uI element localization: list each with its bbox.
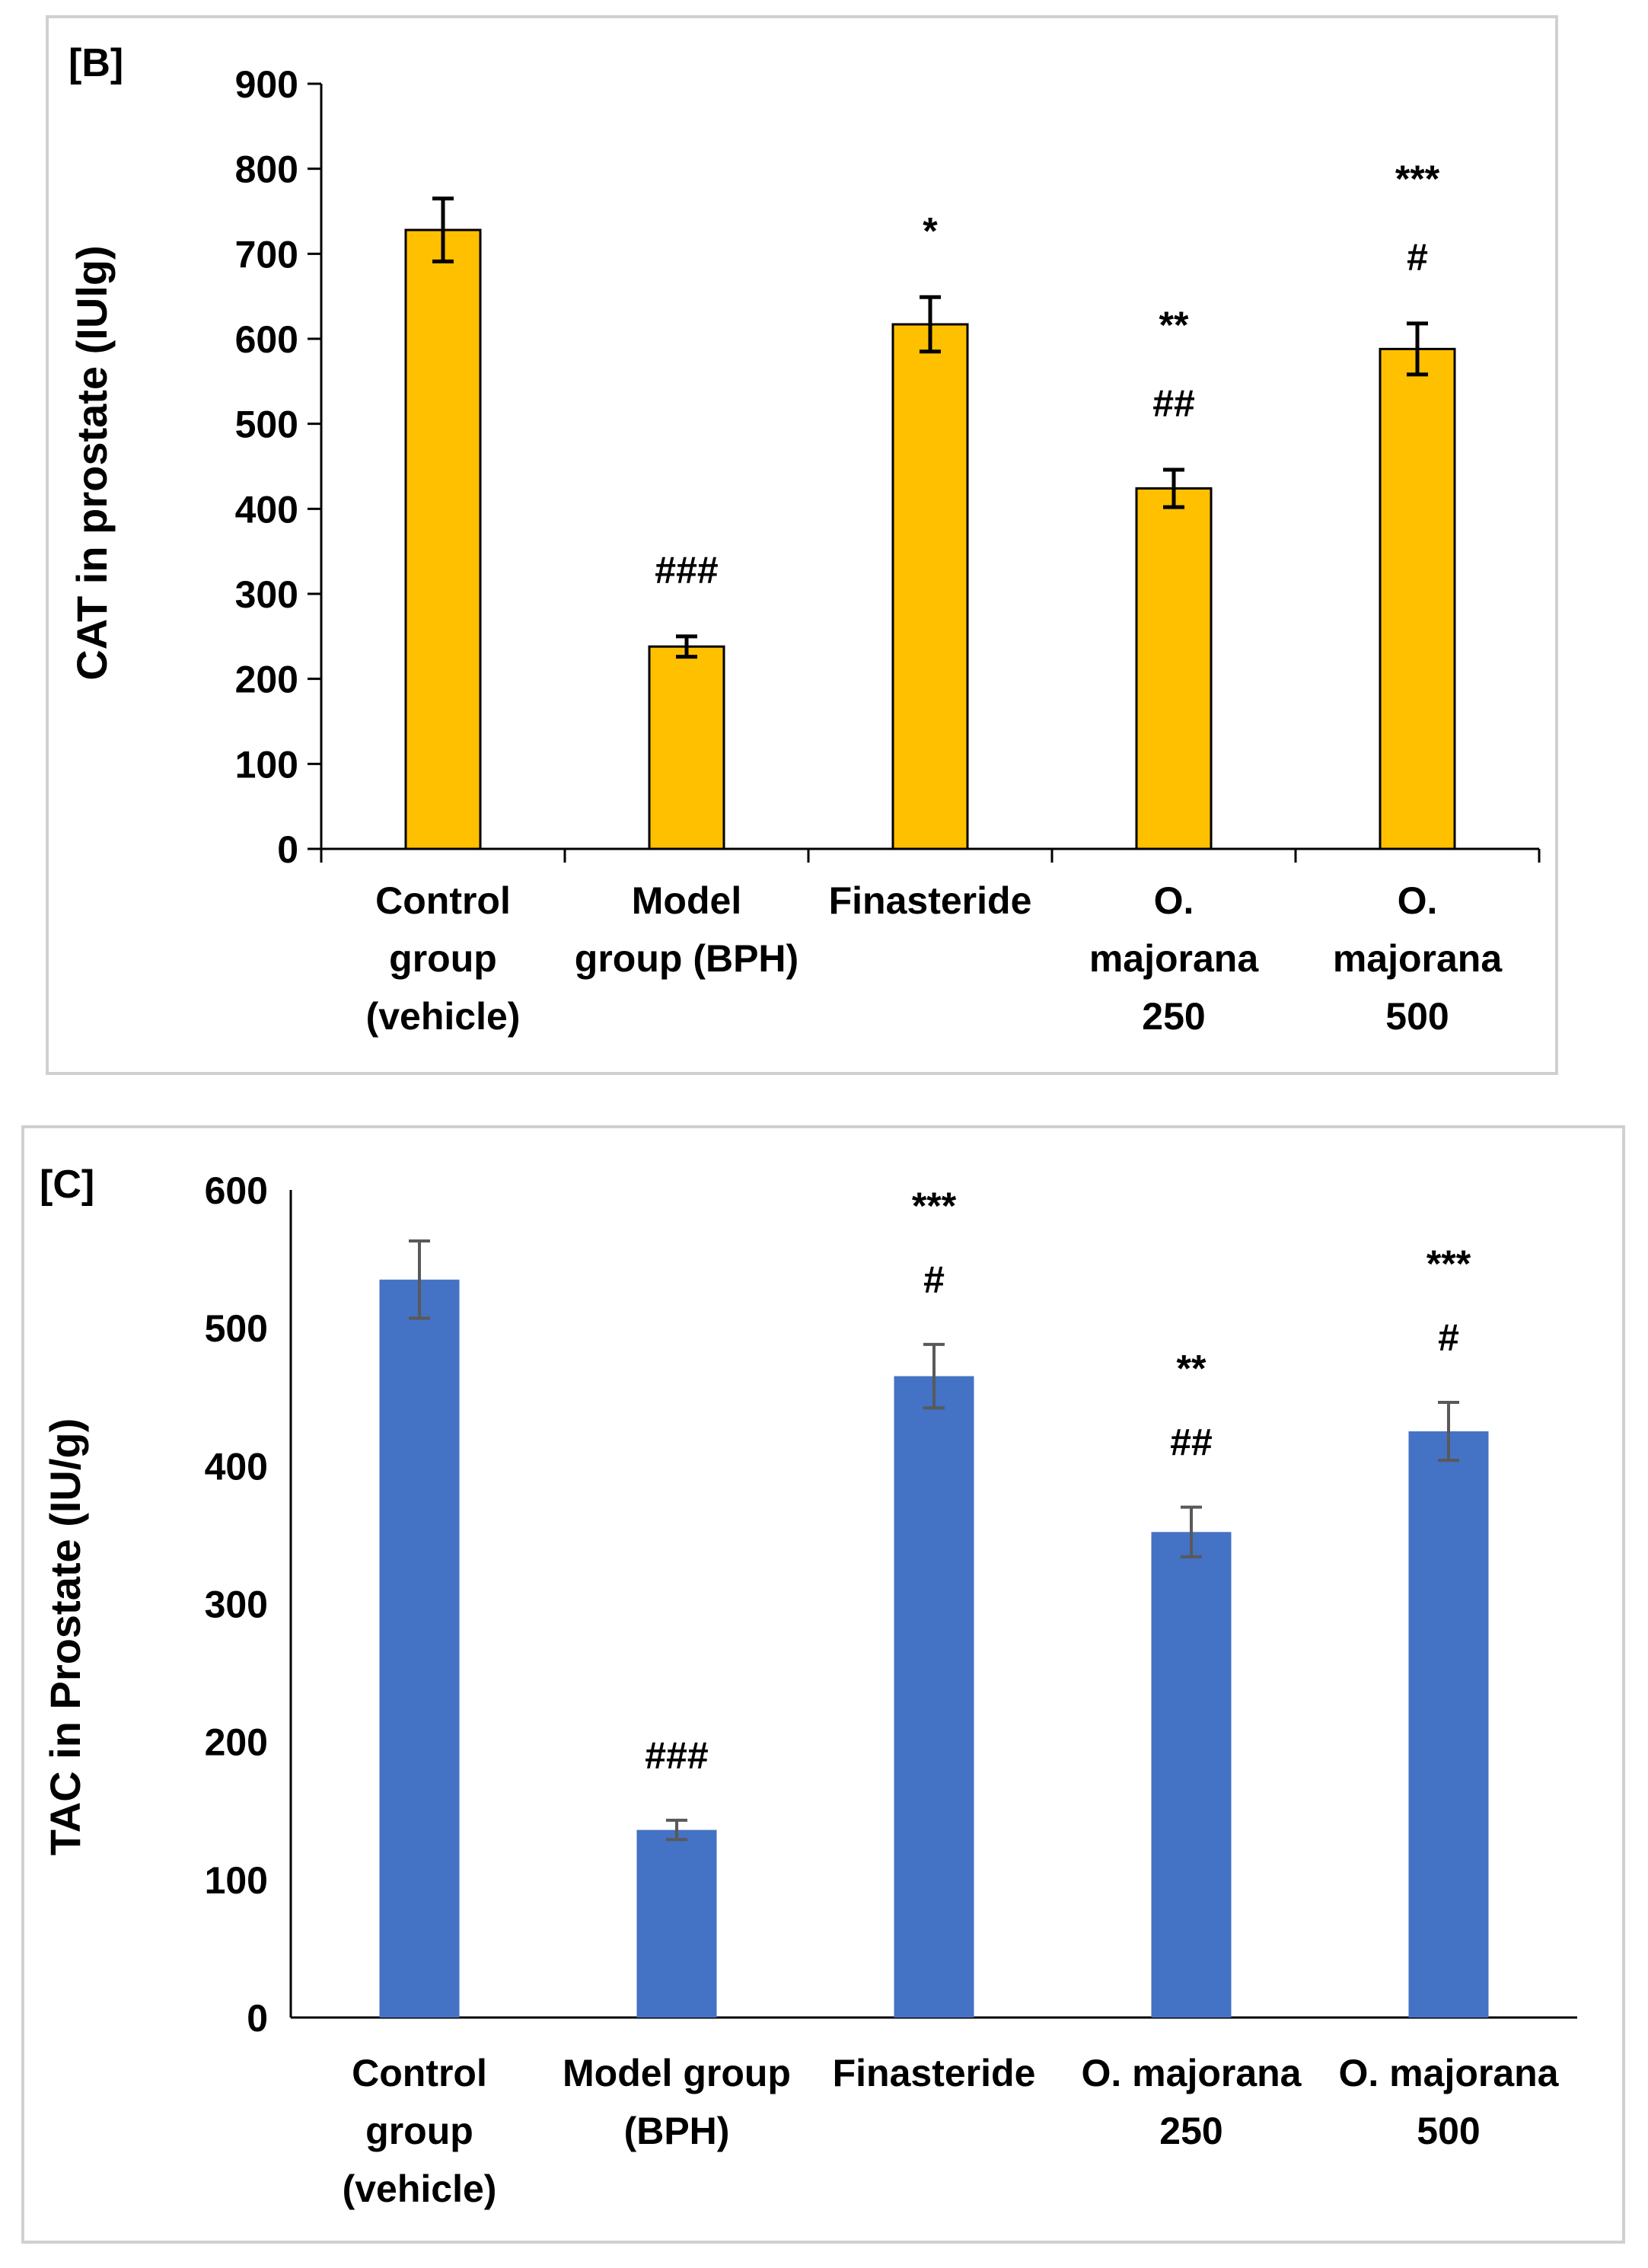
y-tick-label: 900 (235, 63, 298, 106)
bar (379, 1279, 460, 2018)
category-label: group (389, 937, 497, 980)
cat-bar-chart: [B] 0 100 200 300 400 500 600 700 800 900 CAT in pr… (46, 15, 1558, 1075)
significance-marker: ### (645, 1734, 708, 1777)
significance-marker: *** (1395, 158, 1440, 200)
chart-panel-c: [C] 0 100 200 300 400 500 600 TAC in Prostate (I… (0, 1104, 1648, 2268)
y-tick-label: 600 (205, 1169, 268, 1212)
category-label: 500 (1385, 995, 1449, 1038)
category-label: O. majorana (1339, 2052, 1560, 2094)
tac-bar-chart: [C] 0 100 200 300 400 500 600 TAC in Prostate (I… (21, 1125, 1625, 2244)
category-label: (vehicle) (366, 995, 521, 1038)
bar (1408, 1431, 1489, 2018)
category-label: 250 (1159, 2110, 1222, 2152)
category-label: Finasteride (833, 2052, 1036, 2094)
category-label: (vehicle) (343, 2168, 497, 2210)
panel-frame (21, 1125, 1625, 2244)
category-label: majorana (1333, 937, 1503, 980)
y-tick-label: 600 (235, 318, 298, 361)
significance-marker: ## (1170, 1421, 1213, 1464)
significance-marker: # (923, 1258, 945, 1301)
bar (894, 1376, 974, 2018)
y-tick-label: 500 (205, 1307, 268, 1350)
significance-marker: # (1407, 236, 1428, 279)
category-label: Finasteride (829, 879, 1032, 922)
category-label: 250 (1142, 995, 1205, 1038)
y-tick-label: 300 (235, 573, 298, 616)
significance-marker: ** (1159, 304, 1189, 346)
y-tick-label: 0 (277, 828, 298, 871)
category-label: 500 (1417, 2110, 1480, 2152)
y-tick-label: 100 (205, 1859, 268, 1902)
significance-marker: *** (1426, 1242, 1471, 1285)
category-label: Control (375, 879, 511, 922)
significance-marker: ** (1177, 1348, 1207, 1390)
y-tick-label: 200 (205, 1721, 268, 1764)
y-tick-label: 400 (205, 1445, 268, 1488)
significance-marker: # (1438, 1316, 1459, 1359)
significance-marker: * (923, 209, 938, 252)
category-label: group (365, 2110, 473, 2152)
panel-frame (46, 15, 1558, 1075)
bar (648, 645, 725, 850)
bar (891, 323, 969, 850)
chart-panel-b: [B] 0 100 200 300 400 500 600 700 800 900 CAT in pr… (0, 0, 1648, 1104)
y-tick-label: 100 (235, 743, 298, 786)
category-label: O. (1398, 879, 1438, 922)
significance-marker: ## (1152, 382, 1195, 425)
y-tick-label: 800 (235, 148, 298, 191)
y-tick-label: 400 (235, 488, 298, 531)
panel-label: [C] (40, 1163, 94, 1207)
category-label: O. (1154, 879, 1194, 922)
bar (636, 1829, 717, 2018)
y-axis-label: CAT in prostate (IUlg) (68, 245, 116, 680)
panel-label: [B] (69, 41, 123, 85)
category-label: majorana (1089, 937, 1260, 980)
category-label: Model (632, 879, 741, 922)
y-tick-label: 300 (205, 1584, 268, 1626)
y-tick-label: 700 (235, 233, 298, 276)
category-label: Model group (563, 2052, 791, 2094)
category-label: (BPH) (624, 2110, 730, 2152)
bar (1151, 1532, 1232, 2018)
category-label: group (BPH) (575, 937, 798, 980)
bar (1135, 487, 1213, 850)
significance-marker: ### (655, 549, 718, 592)
y-tick-label: 200 (235, 659, 298, 701)
category-label: O. majorana (1082, 2052, 1302, 2094)
y-tick-label: 500 (235, 404, 298, 446)
bar (1379, 347, 1456, 850)
y-tick-label: 0 (247, 1997, 268, 2040)
y-axis-label: TAC in Prostate (IU/g) (41, 1418, 89, 1856)
significance-marker: *** (912, 1185, 957, 1227)
bar (404, 228, 482, 850)
category-label: Control (352, 2052, 487, 2094)
